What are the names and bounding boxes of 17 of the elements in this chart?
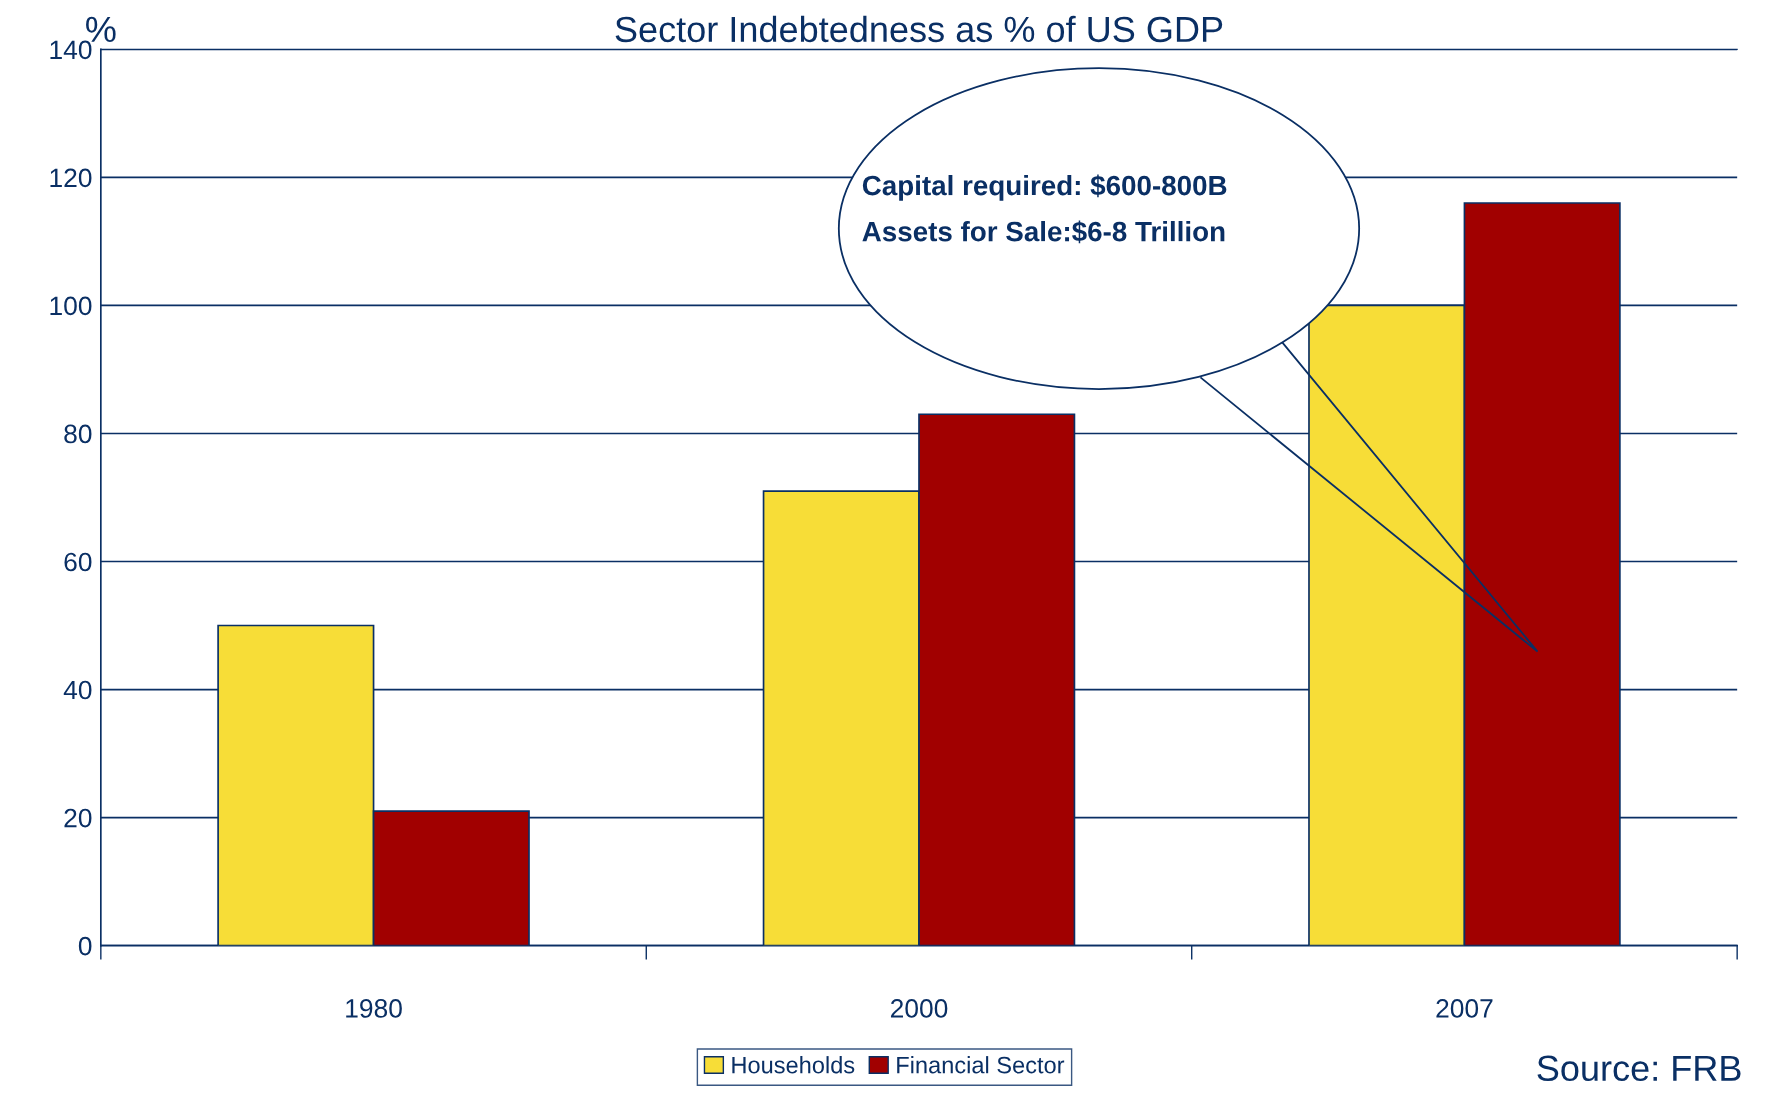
x-tick-label: 2000 (890, 999, 948, 1018)
y-axis-title: % (86, 16, 116, 43)
y-tick-label: 80 (64, 424, 92, 444)
annotation: Capital required: $600-800B Assets for Sale:$6-8 Trillion (862, 174, 1227, 244)
source-note: Source: FRB (1537, 1055, 1741, 1082)
y-tick-label: 40 (63, 680, 92, 700)
y-tick-label: 100 (50, 296, 92, 316)
chart-title: Sector Indebtedness as % of US GDP (615, 15, 1223, 43)
x-tick-label: 1980 (346, 999, 402, 1018)
y-tick-label: 20 (64, 808, 92, 828)
y-tick-label: 60 (64, 552, 92, 572)
legend-label: Households (732, 1056, 855, 1074)
y-tick-label: 0 (78, 936, 92, 956)
x-tick-label: 2007 (1436, 999, 1493, 1018)
y-tick-label: 120 (50, 168, 92, 188)
legend-label: Financial Sector (897, 1056, 1065, 1074)
y-tick-label: 140 (50, 40, 92, 60)
